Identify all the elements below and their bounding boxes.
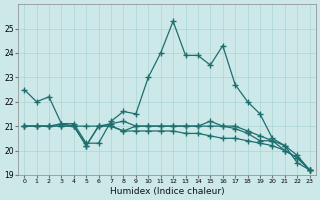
X-axis label: Humidex (Indice chaleur): Humidex (Indice chaleur) bbox=[109, 187, 224, 196]
